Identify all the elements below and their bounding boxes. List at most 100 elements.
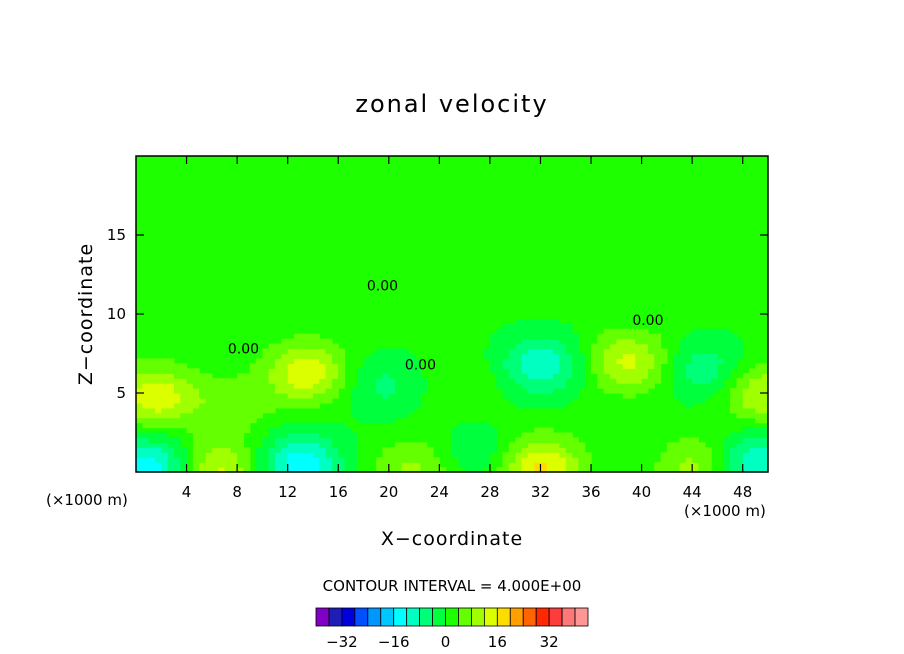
field-cell	[711, 368, 719, 374]
field-cell	[300, 343, 308, 350]
field-cell	[312, 343, 320, 350]
field-cell	[376, 402, 384, 409]
field-cell	[622, 358, 630, 364]
field-cell	[572, 378, 579, 384]
field-cell	[256, 363, 263, 369]
field-cell	[369, 397, 377, 404]
field-cell	[312, 333, 320, 340]
field-cell	[306, 348, 314, 355]
field-cell	[483, 457, 491, 463]
field-cell	[224, 457, 232, 463]
field-cell	[540, 323, 548, 330]
field-cell	[597, 333, 605, 340]
field-cell	[230, 402, 238, 409]
field-cell	[300, 462, 308, 468]
field-cell	[173, 417, 181, 424]
field-cell	[237, 467, 245, 472]
field-cell	[578, 462, 586, 468]
field-cell	[489, 368, 497, 374]
field-cell	[742, 407, 750, 414]
field-cell	[477, 462, 485, 468]
field-cell	[268, 427, 276, 434]
field-cell	[256, 388, 263, 394]
field-cell	[698, 467, 706, 472]
field-cell	[312, 338, 320, 345]
field-cell	[237, 447, 245, 453]
field-cell	[407, 388, 415, 394]
field-cell	[369, 388, 377, 394]
field-cell	[433, 467, 440, 472]
field-cell	[148, 442, 156, 448]
field-cell	[502, 457, 510, 463]
field-cell	[565, 462, 573, 468]
field-cell	[331, 393, 339, 399]
field-cell	[275, 343, 282, 350]
field-cell	[142, 437, 150, 443]
field-cell	[224, 437, 232, 443]
field-cell	[243, 412, 251, 419]
field-cell	[218, 432, 226, 439]
field-cell	[363, 383, 371, 389]
field-cell	[508, 467, 516, 472]
field-cell	[344, 457, 352, 463]
field-cell	[338, 452, 346, 458]
field-cell	[546, 368, 554, 374]
field-cell	[723, 447, 731, 453]
field-cell	[546, 348, 554, 355]
field-cell	[704, 358, 712, 364]
field-cell	[300, 432, 308, 439]
field-cell	[477, 447, 485, 453]
field-cell	[647, 368, 655, 374]
field-cell	[508, 333, 516, 340]
field-cell	[565, 343, 573, 350]
field-cell	[230, 422, 238, 429]
field-cell	[685, 402, 693, 409]
field-cell	[154, 417, 162, 424]
field-cell	[553, 402, 561, 409]
field-cell	[287, 427, 295, 434]
contour-label: 0.00	[367, 278, 398, 294]
field-cell	[755, 407, 763, 414]
field-cell	[312, 348, 320, 355]
field-cell	[502, 363, 510, 369]
field-cell	[698, 457, 706, 463]
field-cell	[470, 432, 478, 439]
field-cell	[395, 457, 403, 463]
field-cell	[161, 373, 169, 379]
field-cell	[679, 368, 687, 374]
field-cell	[559, 402, 567, 409]
field-cell	[344, 467, 352, 472]
field-cell	[515, 378, 523, 384]
field-cell	[382, 457, 390, 463]
field-cell	[515, 437, 523, 443]
field-cell	[527, 348, 535, 355]
field-cell	[698, 338, 706, 345]
field-cell	[534, 363, 542, 369]
field-cell	[338, 457, 346, 463]
field-cell	[154, 412, 162, 419]
field-cell	[173, 412, 181, 419]
field-cell	[534, 343, 542, 350]
field-cell	[180, 467, 188, 472]
field-cell	[414, 388, 421, 394]
field-cell	[685, 397, 693, 404]
field-cell	[452, 452, 459, 458]
field-cell	[420, 383, 428, 389]
field-cell	[527, 318, 535, 325]
field-cell	[136, 397, 143, 404]
field-cell	[521, 348, 529, 355]
field-cell	[546, 393, 554, 399]
field-cell	[306, 422, 314, 429]
field-cell	[407, 373, 415, 379]
field-cell	[167, 378, 175, 384]
field-cell	[578, 447, 586, 453]
field-cell	[173, 393, 181, 399]
field-cell	[723, 368, 731, 374]
field-cell	[515, 383, 523, 389]
field-cell	[287, 343, 295, 350]
field-cell	[319, 383, 327, 389]
field-cell	[300, 442, 308, 448]
field-cell	[192, 378, 200, 384]
field-cell	[388, 348, 396, 355]
field-cell	[736, 407, 744, 414]
